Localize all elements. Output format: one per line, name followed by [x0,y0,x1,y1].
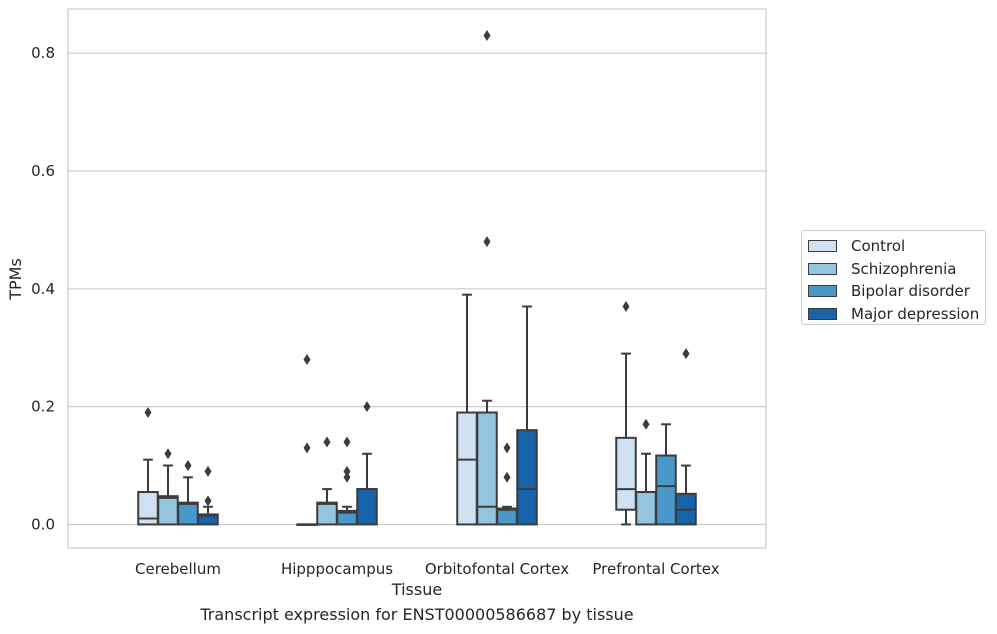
outlier-point [503,442,511,454]
legend-label-major-depression: Major depression [851,304,980,323]
x-tick-label: Cerebellum [135,560,221,578]
outlier-point [323,436,331,448]
outlier-point [204,465,212,477]
box-iqr [516,429,538,526]
outlier-point [204,495,212,507]
box-iqr [635,491,657,526]
box-control [456,293,478,526]
outlier-point [503,471,511,483]
box-bipolar-disorder [496,442,518,526]
legend: Control Schizophrenia Bipolar disorder M… [801,230,986,325]
outlier-point [164,448,172,460]
outlier-point [184,460,192,472]
box-iqr [496,507,518,526]
box-control [296,353,318,526]
outlier-point [303,442,311,454]
box-iqr [197,513,219,526]
box-iqr [177,501,199,526]
box-schizophrenia [316,436,338,526]
boxes-layer [137,30,697,526]
y-tick-label: 0.2 [31,398,55,416]
y-tick-label: 0.6 [31,162,55,180]
outlier-point [363,401,371,413]
box-iqr [356,488,378,526]
outlier-point [483,30,491,42]
y-axis-label: TPMs [6,258,25,301]
y-tick-label: 0.4 [31,280,55,298]
x-tick-label: Orbitofontal Cortex [425,560,569,578]
box-iqr [157,495,179,526]
box-major-depression [356,401,378,526]
box-major-depression [675,348,697,526]
outlier-point [682,348,690,360]
box-iqr [137,491,159,526]
y-tick-label: 0.0 [31,515,55,533]
legend-label-schizophrenia: Schizophrenia [851,259,957,278]
legend-swatch-major-depression [808,307,837,320]
box-iqr [615,436,637,511]
box-bipolar-disorder [177,460,199,526]
box-control [615,300,637,526]
outlier-point [343,465,351,477]
outlier-point [303,353,311,365]
x-axis-ticks: Cerebellum Hipppocampus Orbitofontal Corte… [135,560,720,578]
box-bipolar-disorder [655,423,677,526]
box-schizophrenia [157,448,179,526]
x-axis-label: Tissue [391,580,442,599]
x-tick-label: Prefrontal Cortex [592,560,719,578]
outlier-point [144,407,152,419]
legend-item-bipolar-disorder: Bipolar disorder [802,280,985,303]
legend-label-control: Control [851,237,906,256]
gridlines [68,52,766,526]
y-axis-ticks: 0.0 0.2 0.4 0.6 0.8 [31,44,55,533]
figure-caption: Transcript expression for ENST0000058668… [200,605,634,624]
box-schizophrenia [476,30,498,526]
legend-swatch-control [808,240,837,253]
box-iqr [456,411,478,526]
box-schizophrenia [635,418,657,526]
box-control [137,407,159,526]
outlier-point [343,436,351,448]
x-tick-label: Hipppocampus [281,560,393,578]
plot-area-frame [67,8,767,549]
box-iqr [476,411,498,526]
outlier-point [642,418,650,430]
legend-item-major-depression: Major depression [802,303,985,326]
box-bipolar-disorder [336,436,358,526]
y-tick-label: 0.8 [31,44,55,62]
legend-item-schizophrenia: Schizophrenia [802,258,985,281]
box-iqr [316,501,338,526]
legend-item-control: Control [802,235,985,258]
outlier-point [343,471,351,483]
legend-swatch-bipolar-disorder [808,285,837,298]
legend-label-bipolar-disorder: Bipolar disorder [851,282,970,301]
outlier-point [483,236,491,248]
legend-swatch-schizophrenia [808,262,837,275]
box-major-depression [197,465,219,526]
box-iqr [655,454,677,526]
box-major-depression [516,305,538,526]
outlier-point [622,300,630,312]
